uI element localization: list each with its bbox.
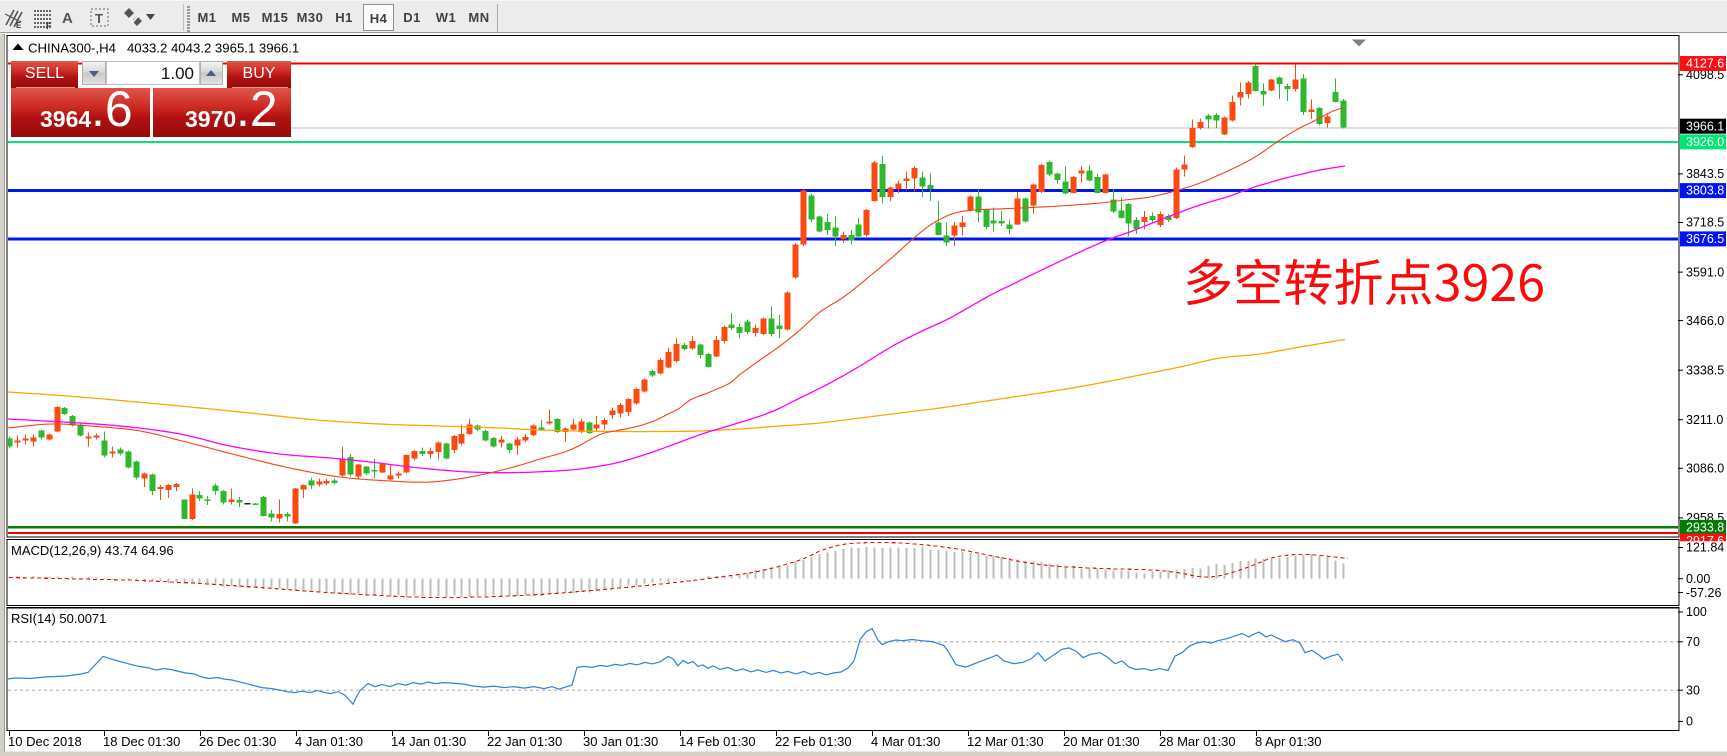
svg-text:0: 0 xyxy=(1686,715,1693,729)
svg-text:20 Mar 01:30: 20 Mar 01:30 xyxy=(1063,734,1140,749)
svg-text:30: 30 xyxy=(1686,683,1700,697)
svg-text:RSI(14) 50.0071: RSI(14) 50.0071 xyxy=(11,611,106,626)
svg-text:0.00: 0.00 xyxy=(1686,572,1710,586)
svg-text:4 Jan 01:30: 4 Jan 01:30 xyxy=(295,734,363,749)
svg-text:14 Jan 01:30: 14 Jan 01:30 xyxy=(391,734,466,749)
svg-text:3466.0: 3466.0 xyxy=(1686,314,1724,328)
svg-text:3338.5: 3338.5 xyxy=(1686,363,1724,377)
svg-text:70: 70 xyxy=(1686,635,1700,649)
svg-text:3966.1: 3966.1 xyxy=(1686,119,1724,133)
svg-text:22 Jan 01:30: 22 Jan 01:30 xyxy=(487,734,562,749)
svg-text:4098.5: 4098.5 xyxy=(1686,68,1724,82)
svg-text:2933.8: 2933.8 xyxy=(1686,521,1724,535)
svg-text:3843.5: 3843.5 xyxy=(1686,167,1724,181)
svg-text:3591.0: 3591.0 xyxy=(1686,265,1724,279)
svg-text:10 Dec 2018: 10 Dec 2018 xyxy=(8,734,82,749)
svg-text:3803.8: 3803.8 xyxy=(1686,184,1724,198)
svg-text:F: F xyxy=(46,21,52,31)
svg-text:8 Apr 01:30: 8 Apr 01:30 xyxy=(1255,734,1322,749)
svg-text:4 Mar 01:30: 4 Mar 01:30 xyxy=(871,734,940,749)
svg-text:28 Mar 01:30: 28 Mar 01:30 xyxy=(1159,734,1236,749)
svg-text:2917.6: 2917.6 xyxy=(1686,534,1724,548)
svg-text:18 Dec 01:30: 18 Dec 01:30 xyxy=(103,734,180,749)
svg-text:T: T xyxy=(95,11,103,26)
svg-text:3086.0: 3086.0 xyxy=(1686,462,1724,476)
svg-text:100: 100 xyxy=(1686,605,1707,619)
svg-text:3926.0: 3926.0 xyxy=(1686,135,1724,149)
svg-text:14 Feb 01:30: 14 Feb 01:30 xyxy=(679,734,756,749)
svg-text:3211.0: 3211.0 xyxy=(1686,413,1723,427)
svg-text:12 Mar 01:30: 12 Mar 01:30 xyxy=(967,734,1044,749)
svg-text:26 Dec 01:30: 26 Dec 01:30 xyxy=(199,734,276,749)
svg-text:CHINA300-,H4 4033.2 4043.2 3: CHINA300-,H4 4033.2 4043.2 3965.1 3966.1 xyxy=(28,41,299,56)
svg-text:3676.5: 3676.5 xyxy=(1686,232,1724,246)
svg-text:22 Feb 01:30: 22 Feb 01:30 xyxy=(775,734,852,749)
svg-text:4127.6: 4127.6 xyxy=(1686,57,1724,71)
svg-text:-57.26: -57.26 xyxy=(1686,586,1721,600)
svg-text:A: A xyxy=(62,10,73,27)
svg-text:E: E xyxy=(16,21,22,30)
svg-text:121.84: 121.84 xyxy=(1686,541,1724,555)
svg-text:MACD(12,26,9) 43.74 64.96: MACD(12,26,9) 43.74 64.96 xyxy=(11,543,174,558)
svg-text:30 Jan 01:30: 30 Jan 01:30 xyxy=(583,734,658,749)
svg-text:3718.5: 3718.5 xyxy=(1686,216,1724,230)
